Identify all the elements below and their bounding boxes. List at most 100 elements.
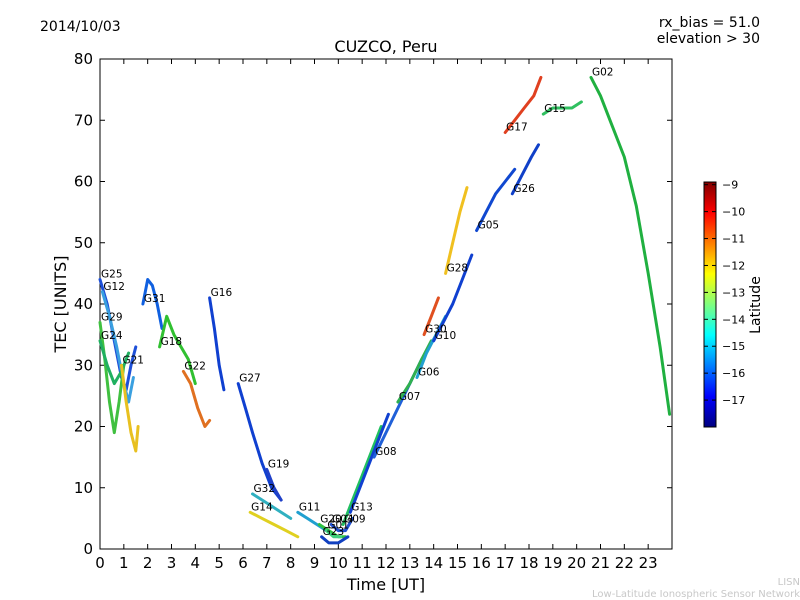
series-G24 (98, 339, 131, 386)
series-label-G25: G25 (101, 269, 123, 281)
series-label-G06: G06 (418, 367, 440, 379)
y-tick-label: 20 (74, 418, 93, 436)
colorbar-tick-label: −16 (722, 367, 745, 380)
series-label-G13: G13 (351, 501, 373, 513)
series-G23 (320, 535, 350, 545)
series-label-G09: G09 (344, 514, 366, 526)
x-tick-label: 17 (496, 554, 515, 572)
x-tick-label: 16 (472, 554, 491, 572)
x-tick-label: 6 (238, 554, 248, 572)
series-label-G30: G30 (425, 324, 447, 336)
colorbar-tick-label: −17 (722, 394, 745, 407)
series-G13 (348, 412, 390, 514)
y-tick-label: 70 (74, 111, 93, 129)
series-G28 (444, 186, 469, 275)
series-label-G28: G28 (447, 262, 469, 274)
footer-lisn: LISN (778, 577, 800, 588)
x-tick-label: 14 (424, 554, 443, 572)
y-tick-label: 50 (74, 234, 93, 252)
colorbar-tick-label: −10 (722, 206, 745, 219)
x-axis-label: Time [UT] (346, 575, 425, 594)
series-label-G05: G05 (478, 220, 500, 232)
y-axis-label: TEC [UNITS] (51, 256, 70, 354)
x-tick-label: 2 (143, 554, 153, 572)
series-label-G22: G22 (184, 360, 206, 372)
y-tick-label: 80 (74, 50, 93, 68)
series-label-G20: G20 (320, 514, 342, 526)
colorbar-tick-label: −11 (722, 233, 745, 246)
chart-title: CUZCO, Peru (334, 37, 437, 56)
colorbar-tick-label: −12 (722, 259, 745, 272)
series-G10 (432, 253, 474, 343)
series-G30 (422, 296, 440, 337)
colorbar-tick-label: −13 (722, 286, 745, 299)
x-tick-label: 12 (376, 554, 395, 572)
series-label-G24: G24 (101, 330, 123, 342)
x-tick-label: 5 (214, 554, 224, 572)
x-tick-label: 11 (353, 554, 372, 572)
series-label-G02: G02 (592, 66, 614, 78)
axis-ticks: 0 1 2 3 4 5 6 7 8 9 10 11 12 13 14 15 16 17 18 19 20 21 22 2301… (74, 50, 672, 572)
series-G27 (236, 382, 283, 502)
series-label-G08: G08 (375, 446, 397, 458)
series-G05 (475, 167, 517, 232)
x-tick-label: 18 (519, 554, 538, 572)
footer-network: Low-Latitude Ionospheric Sensor Network (592, 589, 800, 600)
series-G26 (510, 143, 540, 196)
series-G15 (541, 100, 583, 116)
series-G02 (589, 75, 672, 416)
series-label-G29: G29 (101, 311, 123, 323)
x-tick-label: 0 (95, 554, 105, 572)
series-G18 (158, 314, 197, 386)
series-label-G27: G27 (239, 373, 261, 385)
x-tick-label: 15 (448, 554, 467, 572)
series-G09 (341, 425, 383, 526)
colorbar-tick-label: −14 (722, 313, 745, 326)
colorbar-label: Latitude (748, 276, 764, 334)
series-label-G12: G12 (103, 281, 125, 293)
y-tick-label: 30 (74, 356, 93, 374)
x-tick-label: 21 (591, 554, 610, 572)
series-label-G01: G01 (327, 520, 349, 532)
x-tick-label: 23 (639, 554, 658, 572)
series-label-G11: G11 (299, 501, 321, 513)
series-G22 (181, 369, 212, 428)
x-tick-label: 10 (329, 554, 348, 572)
series-label-G10: G10 (435, 330, 457, 342)
y-tick-label: 60 (74, 173, 93, 191)
series-G16 (208, 296, 226, 392)
series-label-G17: G17 (506, 122, 527, 134)
series-G32 (251, 492, 293, 520)
series-G31 (141, 278, 164, 330)
series-G04 (329, 516, 355, 533)
series-label-G18: G18 (161, 336, 183, 348)
y-tick-label: 10 (74, 479, 93, 497)
series-G21 (120, 363, 140, 453)
plot-area (99, 58, 673, 550)
series-G19 (265, 467, 283, 502)
x-tick-label: 19 (543, 554, 562, 572)
series-label-G32: G32 (254, 483, 275, 495)
series-label-G04: G04 (332, 514, 354, 526)
series-label-G21: G21 (122, 354, 144, 366)
series-label-G16: G16 (211, 287, 233, 299)
series-label-G07: G07 (399, 391, 421, 403)
colorbar-tick-label: −9 (722, 179, 738, 192)
series-G14 (248, 510, 300, 539)
colorbar-tick-label: −15 (722, 340, 745, 353)
y-tick-label: 0 (83, 540, 93, 558)
series-label-G14: G14 (251, 501, 273, 513)
series-label-G19: G19 (268, 458, 290, 470)
x-tick-label: 20 (567, 554, 586, 572)
series-label-G26: G26 (513, 183, 535, 195)
x-tick-label: 8 (286, 554, 296, 572)
colorbar-ticks: −9 −10 −11 −12 −13 −14 −15 −16 −17 (704, 179, 745, 407)
colorbar (703, 181, 717, 428)
series-G17 (503, 75, 543, 134)
x-tick-label: 13 (400, 554, 419, 572)
x-tick-label: 9 (310, 554, 320, 572)
x-tick-label: 7 (262, 554, 272, 572)
date-label: 2014/10/03 (40, 19, 121, 35)
